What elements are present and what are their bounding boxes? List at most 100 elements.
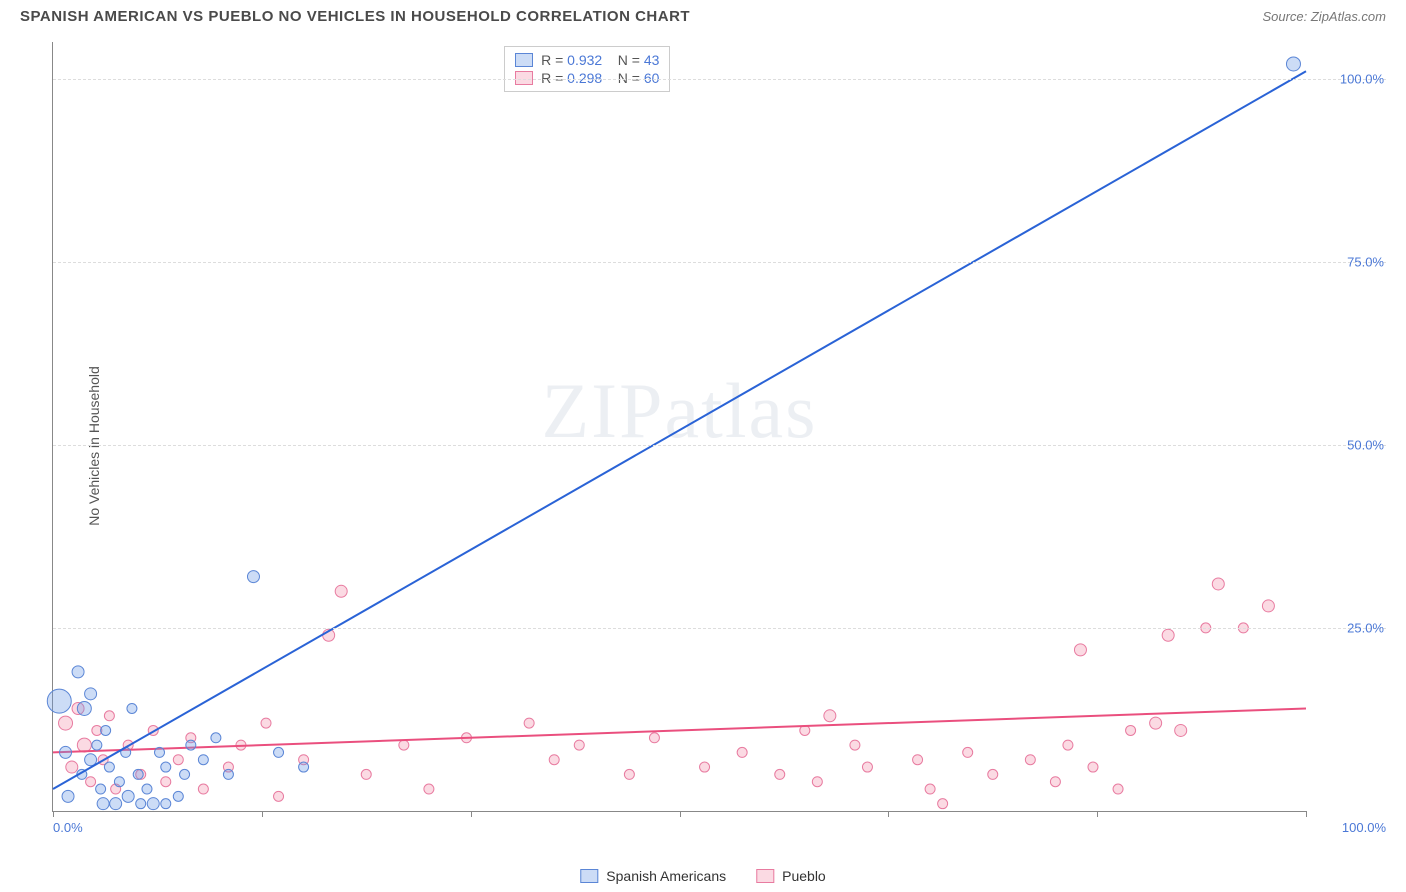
scatter-point-b	[862, 762, 872, 772]
chart-area: ZIPatlas R = 0.932 N = 43 R = 0.298	[52, 42, 1386, 842]
source-label: Source:	[1262, 9, 1310, 24]
source-value: ZipAtlas.com	[1311, 9, 1386, 24]
scatter-point-a	[180, 769, 190, 779]
legend-item-a: Spanish Americans	[580, 868, 726, 884]
source-attribution: Source: ZipAtlas.com	[1262, 9, 1386, 24]
scatter-point-a	[92, 740, 102, 750]
scatter-point-a	[1286, 57, 1300, 71]
scatter-point-a	[104, 762, 114, 772]
scatter-point-a	[173, 791, 183, 801]
scatter-svg	[53, 42, 1306, 811]
scatter-point-b	[737, 747, 747, 757]
scatter-point-b	[1063, 740, 1073, 750]
scatter-point-b	[1074, 644, 1086, 656]
scatter-point-a	[72, 666, 84, 678]
scatter-point-a	[47, 689, 71, 713]
scatter-point-b	[1212, 578, 1224, 590]
scatter-point-b	[1050, 777, 1060, 787]
gridline-h	[53, 79, 1386, 80]
scatter-point-a	[198, 755, 208, 765]
scatter-point-b	[913, 755, 923, 765]
bottom-legend: Spanish Americans Pueblo	[580, 868, 825, 884]
scatter-point-b	[938, 799, 948, 809]
scatter-point-b	[824, 710, 836, 722]
scatter-point-b	[700, 762, 710, 772]
scatter-point-b	[812, 777, 822, 787]
x-tick	[680, 811, 681, 817]
scatter-point-a	[110, 798, 122, 810]
plot-region: ZIPatlas R = 0.932 N = 43 R = 0.298	[52, 42, 1306, 812]
scatter-point-b	[1150, 717, 1162, 729]
scatter-point-b	[963, 747, 973, 757]
scatter-point-b	[173, 755, 183, 765]
scatter-point-b	[524, 718, 534, 728]
scatter-point-b	[1126, 725, 1136, 735]
scatter-point-a	[133, 769, 143, 779]
x-tick	[1306, 811, 1307, 817]
scatter-point-a	[299, 762, 309, 772]
scatter-point-b	[261, 718, 271, 728]
scatter-point-b	[86, 777, 96, 787]
x-tick-label-last: 100.0%	[1342, 820, 1386, 835]
scatter-point-b	[198, 784, 208, 794]
regression-line-b	[53, 708, 1306, 752]
scatter-point-b	[850, 740, 860, 750]
legend-swatch-a	[580, 869, 598, 883]
scatter-point-b	[624, 769, 634, 779]
scatter-point-b	[59, 716, 73, 730]
x-tick	[888, 811, 889, 817]
scatter-point-b	[574, 740, 584, 750]
scatter-point-a	[147, 798, 159, 810]
scatter-point-b	[161, 777, 171, 787]
scatter-point-b	[1113, 784, 1123, 794]
scatter-point-b	[1025, 755, 1035, 765]
scatter-point-b	[549, 755, 559, 765]
gridline-h	[53, 262, 1386, 263]
scatter-point-a	[142, 784, 152, 794]
scatter-point-a	[161, 762, 171, 772]
legend-label-a: Spanish Americans	[606, 868, 726, 884]
scatter-point-a	[136, 799, 146, 809]
scatter-point-b	[1088, 762, 1098, 772]
scatter-point-b	[361, 769, 371, 779]
scatter-point-a	[62, 790, 74, 802]
scatter-point-b	[1162, 629, 1174, 641]
scatter-point-a	[274, 747, 284, 757]
gridline-h	[53, 445, 1386, 446]
scatter-point-a	[127, 703, 137, 713]
scatter-point-b	[274, 791, 284, 801]
y-tick-label: 100.0%	[1314, 71, 1384, 86]
scatter-point-a	[211, 733, 221, 743]
scatter-point-a	[247, 571, 259, 583]
scatter-point-b	[66, 761, 78, 773]
legend-label-b: Pueblo	[782, 868, 826, 884]
scatter-point-b	[775, 769, 785, 779]
regression-line-a	[53, 71, 1306, 789]
scatter-point-a	[97, 798, 109, 810]
scatter-point-b	[988, 769, 998, 779]
legend-item-b: Pueblo	[756, 868, 826, 884]
scatter-point-a	[122, 790, 134, 802]
scatter-point-a	[101, 725, 111, 735]
scatter-point-b	[649, 733, 659, 743]
scatter-point-a	[60, 746, 72, 758]
scatter-point-b	[335, 585, 347, 597]
x-tick	[471, 811, 472, 817]
x-tick	[53, 811, 54, 817]
scatter-point-b	[77, 738, 91, 752]
chart-header: SPANISH AMERICAN VS PUEBLO NO VEHICLES I…	[0, 0, 1406, 29]
scatter-point-b	[1262, 600, 1274, 612]
scatter-point-a	[96, 784, 106, 794]
scatter-point-a	[186, 740, 196, 750]
x-tick-label-first: 0.0%	[53, 820, 83, 835]
x-tick	[262, 811, 263, 817]
y-tick-label: 50.0%	[1314, 437, 1384, 452]
scatter-point-a	[85, 688, 97, 700]
y-tick-label: 25.0%	[1314, 620, 1384, 635]
scatter-point-b	[1175, 724, 1187, 736]
scatter-point-a	[77, 701, 91, 715]
scatter-point-a	[85, 754, 97, 766]
scatter-point-b	[104, 711, 114, 721]
y-tick-label: 75.0%	[1314, 254, 1384, 269]
scatter-point-a	[155, 747, 165, 757]
